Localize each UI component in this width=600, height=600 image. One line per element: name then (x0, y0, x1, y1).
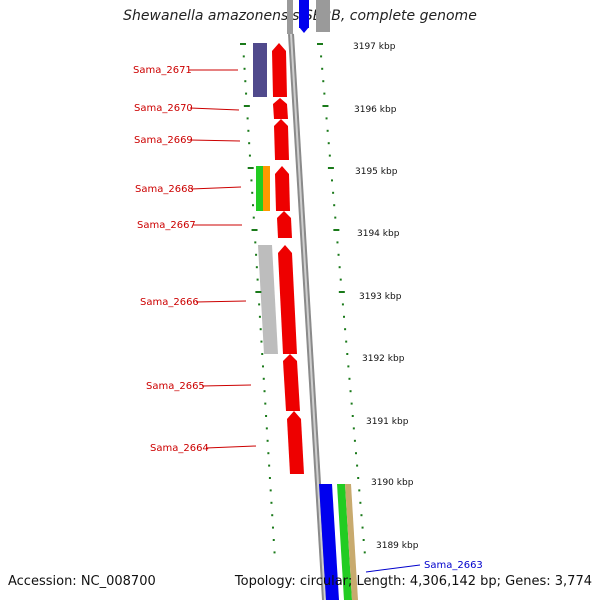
gene-leader-line (201, 384, 252, 387)
purple-feature (253, 43, 267, 97)
top-blue-arrow (299, 27, 309, 33)
kbp-label: 3191 kbp (366, 417, 409, 427)
kbp-label: 3195 kbp (355, 167, 398, 177)
gene-label-sama-2664[interactable]: Sama_2664 (150, 443, 209, 454)
gene-label-sama-2669[interactable]: Sama_2669 (134, 135, 193, 146)
top-blue-feature (299, 0, 309, 28)
green-feature (256, 166, 264, 211)
gene-label-sama-2671[interactable]: Sama_2671 (133, 65, 192, 76)
gene-arrow-sama-2664[interactable] (287, 411, 304, 474)
gene-leader-line (189, 107, 240, 111)
kbp-label: 3192 kbp (362, 354, 405, 364)
kbp-label: 3194 kbp (357, 229, 400, 239)
gene-arrow-sama-2665[interactable] (283, 354, 300, 411)
gene-arrow-sama-2667[interactable] (277, 211, 292, 238)
topology-text: Topology: circular; Length: 4,306,142 bp… (234, 574, 592, 589)
backbone-highlight (290, 33, 326, 600)
inner-tick-column (240, 43, 276, 554)
kbp-label: 3190 kbp (371, 478, 414, 488)
gene-label-sama-2668[interactable]: Sama_2668 (135, 184, 194, 195)
bottom-tan-feature (345, 484, 358, 600)
kbp-label: 3196 kbp (354, 105, 397, 115)
outer-tick-column (317, 43, 366, 554)
gray-feature (258, 245, 278, 354)
bottom-green-feature (337, 484, 352, 600)
gene-leader-line (190, 186, 242, 190)
accession-text: Accession: NC_008700 (8, 574, 156, 589)
bottom-blue-feature (319, 484, 339, 600)
outer-gene-label[interactable]: Sama_2663 (424, 560, 483, 571)
gene-leader-line (205, 445, 257, 449)
kbp-scale: 3197 kbp 3196 kbp 3195 kbp 3194 kbp 3193 kbp… (353, 42, 419, 551)
orange-feature (263, 166, 270, 211)
gene-arrow-sama-2669[interactable] (274, 119, 289, 160)
gene-label-sama-2665[interactable]: Sama_2665 (146, 381, 205, 392)
kbp-label: 3193 kbp (359, 292, 402, 302)
gene-arrow-sama-2668[interactable] (275, 166, 290, 211)
top-gray-feature (316, 0, 330, 32)
gene-label-sama-2670[interactable]: Sama_2670 (134, 103, 193, 114)
kbp-label: 3197 kbp (353, 42, 396, 52)
outer-gene-leader (365, 564, 421, 573)
gene-label-sama-2666[interactable]: Sama_2666 (140, 297, 199, 308)
kbp-label: 3189 kbp (376, 541, 419, 551)
gene-leader-line (195, 300, 247, 303)
gene-arrows (272, 43, 304, 474)
gene-arrow-sama-2671[interactable] (272, 43, 287, 97)
top-left-gray-feature (287, 0, 293, 34)
gene-labels: Sama_2671 Sama_2670 Sama_2669 Sama_2668 Sama… (133, 65, 257, 454)
gene-arrow-sama-2670[interactable] (273, 98, 288, 119)
gene-leader-line (189, 139, 241, 142)
gene-arrow-sama-2666[interactable] (278, 245, 297, 354)
gene-label-sama-2667[interactable]: Sama_2667 (137, 220, 196, 231)
